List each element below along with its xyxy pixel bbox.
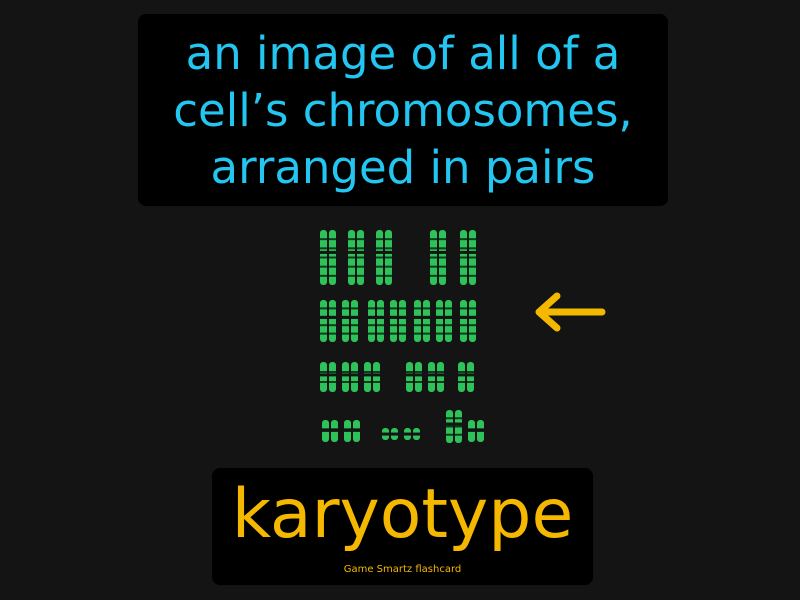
chromosome-pair: [319, 300, 337, 342]
chromosome-pair: [389, 300, 407, 342]
definition-line-3: arranged in pairs: [210, 140, 596, 194]
brand-label: Game Smartz flashcard: [343, 564, 462, 575]
chromosome-pair: [459, 230, 477, 285]
definition-line-2: cell’s chromosomes,: [173, 83, 633, 137]
chromosome-pair: [435, 300, 453, 342]
chromosome-pair: [343, 420, 361, 442]
term-title: karyotype: [231, 475, 574, 554]
chromosome-pair: [413, 300, 431, 342]
chromosome-pair: [375, 230, 393, 285]
chromosome-pair: [467, 420, 485, 442]
chromosome-pair: [319, 362, 337, 392]
chromosome-pair: [363, 362, 381, 392]
chromosome-pair: [341, 300, 359, 342]
chromosome-pair: [403, 428, 421, 440]
term-panel: karyotype Game Smartz flashcard: [212, 468, 593, 585]
karyotype-illustration: [319, 230, 485, 443]
chromosome-pair: [459, 300, 477, 342]
arrow-left-icon: [535, 292, 606, 332]
chromosome-pair: [341, 362, 359, 392]
definition-line-1: an image of all of a: [185, 26, 621, 80]
chromosome-pair: [321, 420, 339, 442]
chromosome-pair: [429, 230, 447, 285]
chromosome-pair: [347, 230, 365, 285]
chromosome-pair: [319, 230, 337, 285]
chromosome-pair: [367, 300, 385, 342]
definition-panel: an image of all of a cell’s chromosomes,…: [138, 14, 668, 206]
chromosome-pair: [405, 362, 423, 392]
chromosome-pair: [445, 410, 463, 443]
chromosome-pair: [457, 362, 475, 392]
chromosome-pair: [427, 362, 445, 392]
chromosome-pair: [381, 428, 399, 440]
